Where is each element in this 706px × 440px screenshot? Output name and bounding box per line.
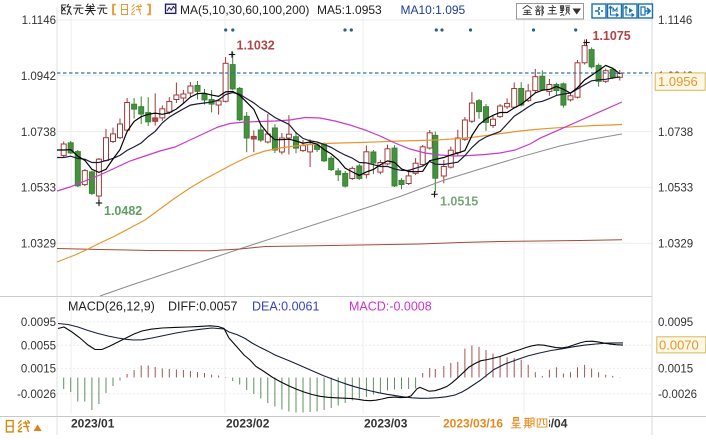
svg-text:1.0738: 1.0738 [658,127,693,139]
svg-text:0.0070: 0.0070 [659,338,699,353]
svg-text:1.1146: 1.1146 [22,15,56,27]
svg-text:MA(5,10,30,60,100,200): MA(5,10,30,60,100,200) [180,3,309,17]
svg-text:1.0482: 1.0482 [104,204,142,218]
svg-text:1.0738: 1.0738 [21,127,56,139]
svg-text:1.0956: 1.0956 [658,74,698,89]
svg-text:0.0055: 0.0055 [21,340,56,352]
svg-text:1.1075: 1.1075 [593,29,631,43]
svg-text:2023/03: 2023/03 [364,417,408,431]
svg-text:1.1146: 1.1146 [658,15,692,27]
svg-text:2023/03/16: 2023/03/16 [443,417,503,431]
svg-text:-0.0026: -0.0026 [658,389,697,401]
svg-text:MACD:-0.0008: MACD:-0.0008 [349,300,432,314]
svg-text:DEA:0.0061: DEA:0.0061 [252,300,319,314]
svg-text:1.0515: 1.0515 [440,195,478,209]
svg-text:MA10:1.095: MA10:1.095 [401,3,466,17]
svg-text:MACD(26,12,9): MACD(26,12,9) [68,300,155,314]
svg-text:1.0329: 1.0329 [658,238,693,250]
svg-text:0.0015: 0.0015 [658,364,693,376]
svg-text:0.0095: 0.0095 [658,317,693,329]
svg-text:-0.0026: -0.0026 [17,389,56,401]
svg-text:0.0015: 0.0015 [21,364,56,376]
svg-text:1.0942: 1.0942 [21,71,56,83]
svg-text:1.1032: 1.1032 [237,39,275,53]
svg-text:1.0329: 1.0329 [21,238,56,250]
svg-text:2023/02: 2023/02 [226,417,270,431]
svg-text:1.0533: 1.0533 [21,183,56,195]
svg-text:DIFF:0.0057: DIFF:0.0057 [168,300,238,314]
svg-text:0.0095: 0.0095 [21,317,56,329]
svg-text:2023/01: 2023/01 [71,417,115,431]
svg-text:1.0533: 1.0533 [658,183,693,195]
svg-text:MA5:1.0953: MA5:1.0953 [317,3,382,17]
